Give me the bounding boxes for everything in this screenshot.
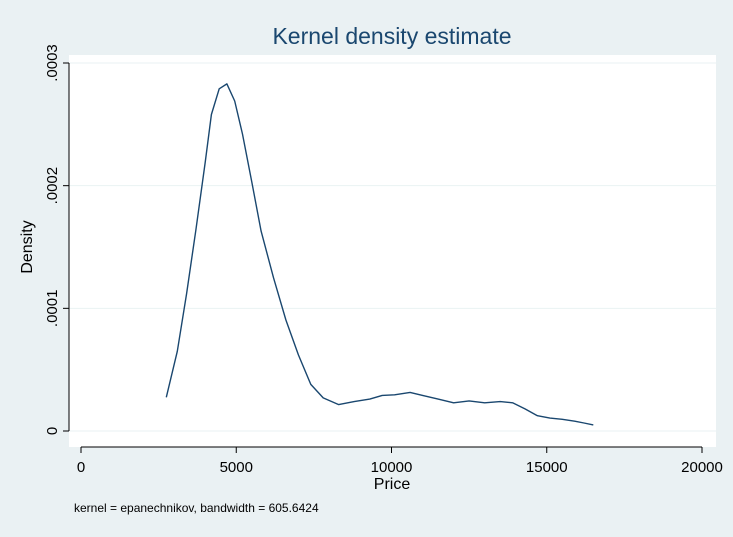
density-line: [165, 83, 594, 426]
y-tick-label: .0003: [44, 44, 61, 82]
x-axis-label: Price: [374, 476, 411, 493]
y-axis-label: Density: [19, 220, 36, 273]
grid-lines: [69, 62, 716, 432]
x-tick-label: 5000: [220, 459, 253, 476]
x-tick-label: 10000: [371, 459, 413, 476]
density-series: [165, 83, 594, 426]
x-tick-label: 15000: [526, 459, 568, 476]
y-tick-label: .0002: [44, 167, 61, 205]
y-tick-label: 0: [44, 427, 61, 435]
chart-note: kernel = epanechnikov, bandwidth = 605.6…: [74, 501, 319, 515]
plot-area: [69, 55, 716, 447]
axes: 0 5000 10000 15000 20000 0 .0001 .0002 .0003: [44, 44, 723, 476]
chart-title: Kernel density estimate: [272, 23, 511, 49]
x-tick-label: 20000: [681, 459, 723, 476]
x-tick-label: 0: [77, 459, 85, 476]
y-tick-label: .0001: [44, 290, 61, 328]
